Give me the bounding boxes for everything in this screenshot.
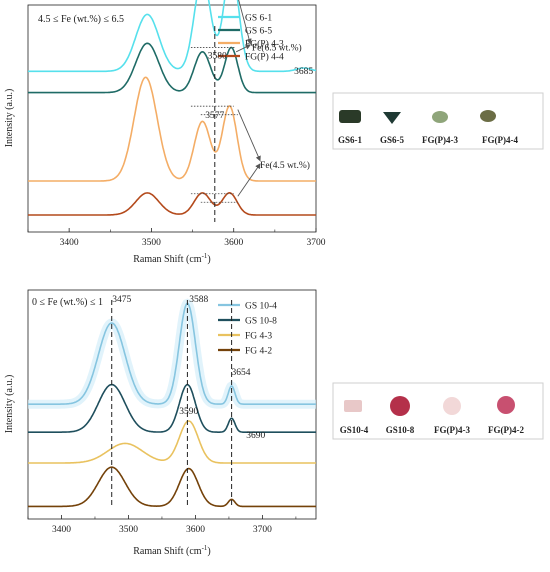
peak-label-3495: 3495 — [138, 0, 157, 2]
top-y-axis-label: Intensity (a.u.) — [4, 89, 15, 148]
legend-label: FG(P) 4-4 — [245, 52, 284, 63]
fe-arrow — [235, 44, 251, 53]
sample-photo-gs10-8 — [390, 396, 410, 416]
top-legend: GS 6-1 GS 6-5 FG(P) 4-3 FG(P) 4-4 — [218, 14, 284, 63]
series-line-gs-6-1 — [28, 0, 317, 73]
bottom-legend: GS 10-4 GS 10-8 FG 4-3 FG 4-2 — [218, 302, 277, 357]
series-line-fg-p-4-3 — [28, 76, 316, 182]
series-line-gs-10-8 — [28, 383, 316, 433]
top-range-note: 4.5 ≤ Fe (wt.%) ≤ 6.5 — [38, 14, 124, 25]
sample-label-fgp4-2: FG(P)4-2 — [488, 425, 524, 435]
top-x-axis-label: Raman Shift (cm-1) — [133, 252, 211, 265]
sample-photo-gs10-4 — [344, 400, 362, 412]
series-line-fg-4-2 — [28, 466, 316, 508]
series-line-gs-10-4 — [28, 302, 316, 405]
fe-arrow — [237, 109, 261, 162]
x-tick-label-3600: 3600 — [224, 238, 243, 248]
sample-label-gs6-5: GS6-5 — [380, 135, 405, 145]
top-chart: 3400 3500 3600 3700 4.5 ≤ Fe (wt.%) ≤ 6.5 I… — [4, 0, 326, 265]
legend-label: FG 4-3 — [245, 332, 272, 342]
bottom-range-note: 0 ≤ Fe (wt.%) ≤ 1 — [32, 297, 103, 308]
top-plot-frame — [27, 4, 317, 233]
sample-label-gs6-1: GS6-1 — [338, 135, 363, 145]
peak-label-3590: 3590 — [179, 407, 198, 417]
peak-label-3475: 3475 — [112, 295, 131, 305]
x-tick-label-3500: 3500 — [119, 525, 138, 535]
x-tick-label-3400: 3400 — [52, 525, 71, 535]
series-line-fg-p-4-4 — [28, 191, 316, 216]
legend-label: GS 6-5 — [245, 27, 272, 37]
x-tick-label-3500: 3500 — [142, 238, 161, 248]
peak-label-3588: 3588 — [189, 295, 208, 305]
fe-annotation-high: Fe(6.5 wt.%) — [252, 43, 302, 54]
bottom-chart: 3400 3500 3600 3700 0 ≤ Fe (wt.%) ≤ 1 Inten… — [4, 289, 317, 557]
x-tick-label-3400: 3400 — [60, 238, 79, 248]
x-tick-label-3700: 3700 — [253, 525, 272, 535]
bottom-sample-photos: GS10-4 GS10-8 FG(P)4-3 FG(P)4-2 — [332, 382, 544, 440]
sample-label-fgp4-3: FG(P)4-3 — [422, 135, 458, 145]
peak-label-3654: 3654 — [231, 368, 250, 378]
x-tick-label-3600: 3600 — [186, 525, 205, 535]
fe-arrow — [237, 163, 261, 197]
peak-label-3685: 3685 — [294, 67, 313, 77]
bottom-x-axis-label: Raman Shift (cm-1) — [133, 544, 211, 557]
sample-photo-fgp4-3-b — [443, 397, 461, 415]
x-tick-label-3700: 3700 — [307, 238, 326, 248]
sample-photo-gs6-1 — [339, 110, 361, 123]
fe-arrow — [238, 0, 252, 45]
legend-label: GS 10-4 — [245, 302, 277, 312]
sample-label-gs10-4: GS10-4 — [340, 425, 369, 435]
legend-label: FG 4-2 — [245, 347, 272, 357]
series-line-fg-4-3 — [28, 420, 316, 464]
sample-label-gs10-8: GS10-8 — [386, 425, 415, 435]
sample-label-fgp4-3-b: FG(P)4-3 — [434, 425, 470, 435]
sample-photo-gs6-5 — [383, 112, 401, 124]
sample-photo-fgp4-4 — [480, 110, 496, 122]
legend-label: GS 6-1 — [245, 14, 272, 24]
peak-label-3580: 3580 — [208, 52, 227, 62]
top-sample-photos: GS6-1 GS6-5 FG(P)4-3 FG(P)4-4 — [332, 92, 544, 150]
sample-photo-fgp4-3 — [432, 111, 448, 123]
sample-label-fgp4-4: FG(P)4-4 — [482, 135, 518, 145]
legend-label: FG(P) 4-3 — [245, 39, 284, 50]
legend-label: GS 10-8 — [245, 317, 277, 327]
sample-photo-fgp4-2 — [497, 396, 515, 414]
peak-label-3690: 3690 — [246, 431, 265, 441]
bottom-y-axis-label: Intensity (a.u.) — [4, 375, 15, 434]
fe-annotation-low: Fe(4.5 wt.%) — [260, 160, 310, 171]
series-line-gs-6-5 — [28, 42, 316, 94]
